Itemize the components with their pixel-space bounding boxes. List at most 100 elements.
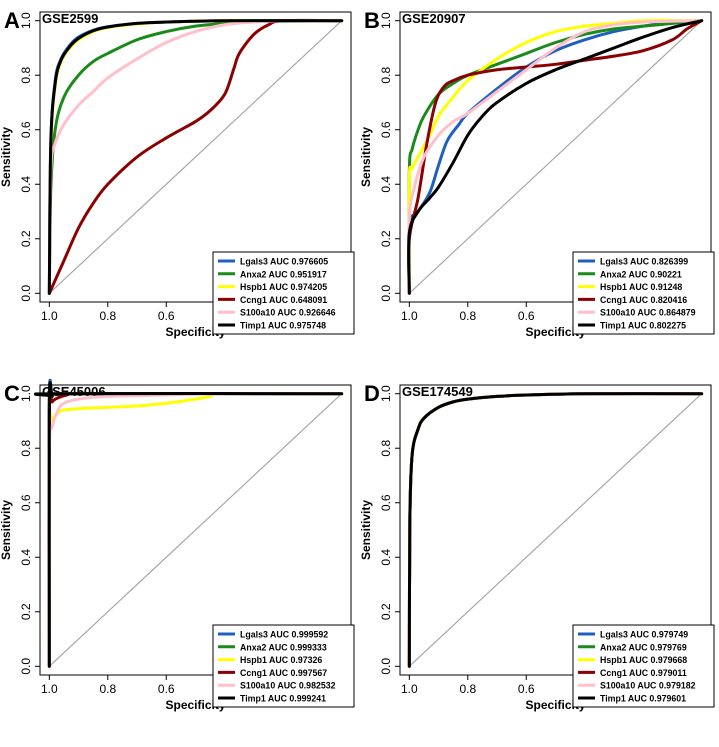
legend-label-hspb1: Hspb1 AUC 0.97326 bbox=[240, 655, 322, 665]
legend-label-lgals3: Lgals3 AUC 0.976605 bbox=[240, 257, 328, 267]
legend-label-timp1: Timp1 AUC 0.802275 bbox=[600, 321, 686, 331]
legend-label-ccng1: Ccng1 AUC 0.997567 bbox=[240, 668, 327, 678]
legend-label-timp1: Timp1 AUC 0.999241 bbox=[240, 694, 326, 704]
roc-curve-s100a10 bbox=[47, 19, 344, 295]
x-tick-label: 0.6 bbox=[158, 682, 175, 696]
roc-curve-timp1 bbox=[34, 381, 344, 668]
y-axis-label: Sensitivity bbox=[359, 127, 373, 187]
plot-frame bbox=[399, 384, 712, 676]
y-tick-label: 0.2 bbox=[19, 603, 33, 620]
legend-label-lgals3: Lgals3 AUC 0.999592 bbox=[240, 630, 328, 640]
y-tick-label: 0.0 bbox=[379, 285, 393, 302]
roc-curve-ccng1 bbox=[47, 18, 344, 295]
roc-curve-s100a10 bbox=[407, 19, 704, 295]
y-tick-label: 0.6 bbox=[379, 494, 393, 511]
x-tick-label: 0.8 bbox=[459, 682, 476, 696]
x-tick-label: 0.8 bbox=[459, 309, 476, 323]
x-tick-label: 1.0 bbox=[401, 682, 418, 696]
y-tick-label: 1.0 bbox=[379, 385, 393, 402]
roc-curve-anxa2 bbox=[36, 380, 344, 668]
y-tick-label: 0.4 bbox=[19, 176, 33, 193]
y-tick-label: 0.6 bbox=[19, 121, 33, 138]
legend-label-anxa2: Anxa2 AUC 0.90221 bbox=[600, 269, 682, 279]
x-axis-label: Specificity bbox=[525, 325, 585, 339]
y-axis-label: Sensitivity bbox=[359, 500, 373, 560]
reference-diagonal bbox=[48, 20, 343, 294]
legend-label-lgals3: Lgals3 AUC 0.979749 bbox=[600, 630, 688, 640]
x-tick-label: 0.8 bbox=[99, 309, 116, 323]
panel-title: GSE2599 bbox=[42, 11, 98, 26]
x-tick-label: 1.0 bbox=[41, 682, 58, 696]
panel-letter: C bbox=[4, 381, 20, 406]
legend-label-ccng1: Ccng1 AUC 0.820416 bbox=[600, 295, 687, 305]
panel-letter: D bbox=[364, 381, 380, 406]
y-tick-label: 0.8 bbox=[379, 440, 393, 457]
y-tick-label: 0.4 bbox=[19, 549, 33, 566]
legend: Lgals3 AUC 0.999592 Anxa2 AUC 0.999333 Hsp… bbox=[212, 624, 355, 708]
legend-label-timp1: Timp1 AUC 0.979601 bbox=[600, 694, 686, 704]
y-tick-label: 0.8 bbox=[19, 67, 33, 84]
roc-curve-timp1 bbox=[407, 392, 704, 668]
legend-label-ccng1: Ccng1 AUC 0.979011 bbox=[600, 668, 687, 678]
y-axis-label: Sensitivity bbox=[0, 500, 13, 560]
legend-label-anxa2: Anxa2 AUC 0.999333 bbox=[240, 642, 327, 652]
roc-panel-d: DGSE1745491.00.80.60.40.20.00.00.20.40.6… bbox=[359, 381, 715, 712]
y-tick-label: 0.2 bbox=[379, 603, 393, 620]
legend: Lgals3 AUC 0.976605 Anxa2 AUC 0.951917 Hsp… bbox=[212, 251, 355, 335]
legend-label-timp1: Timp1 AUC 0.975748 bbox=[240, 321, 326, 331]
legend: Lgals3 AUC 0.826399 Anxa2 AUC 0.90221 Hspb… bbox=[572, 251, 715, 335]
roc-panel-b: BGSE209071.00.80.60.40.20.00.00.20.40.60… bbox=[359, 8, 715, 339]
y-tick-label: 0.4 bbox=[379, 176, 393, 193]
y-tick-label: 0.4 bbox=[379, 549, 393, 566]
y-tick-label: 1.0 bbox=[19, 385, 33, 402]
legend-label-hspb1: Hspb1 AUC 0.91248 bbox=[600, 282, 682, 292]
panel-title: GSE174549 bbox=[402, 384, 473, 399]
plot-frame bbox=[39, 11, 352, 303]
y-tick-label: 0.8 bbox=[19, 440, 33, 457]
legend-label-hspb1: Hspb1 AUC 0.979668 bbox=[600, 655, 687, 665]
legend-box bbox=[212, 624, 355, 708]
legend-label-s100a10: S100a10 AUC 0.979182 bbox=[600, 681, 696, 691]
plot-frame bbox=[39, 384, 352, 676]
y-tick-label: 0.6 bbox=[379, 121, 393, 138]
roc-curve-hspb1 bbox=[407, 19, 704, 295]
y-tick-label: 0.6 bbox=[19, 494, 33, 511]
legend-label-lgals3: Lgals3 AUC 0.826399 bbox=[600, 257, 688, 267]
panel-letter: B bbox=[364, 8, 380, 33]
x-tick-label: 1.0 bbox=[41, 309, 58, 323]
legend-box bbox=[212, 251, 355, 335]
x-tick-label: 0.6 bbox=[518, 682, 535, 696]
y-tick-label: 0.0 bbox=[19, 658, 33, 675]
y-tick-label: 0.0 bbox=[19, 285, 33, 302]
y-tick-label: 1.0 bbox=[379, 12, 393, 29]
legend-box bbox=[572, 624, 715, 708]
roc-curve-timp1 bbox=[407, 19, 704, 295]
x-tick-label: 1.0 bbox=[401, 309, 418, 323]
x-tick-label: 0.6 bbox=[518, 309, 535, 323]
x-axis-label: Specificity bbox=[165, 325, 225, 339]
legend-label-hspb1: Hspb1 AUC 0.974205 bbox=[240, 282, 327, 292]
legend-label-ccng1: Ccng1 AUC 0.648091 bbox=[240, 295, 327, 305]
panel-title: GSE20907 bbox=[402, 11, 466, 26]
legend: Lgals3 AUC 0.979749 Anxa2 AUC 0.979769 Hsp… bbox=[572, 624, 715, 708]
y-tick-label: 0.0 bbox=[379, 658, 393, 675]
legend-label-s100a10: S100a10 AUC 0.864879 bbox=[600, 308, 696, 318]
reference-diagonal bbox=[408, 20, 703, 294]
y-tick-label: 0.2 bbox=[19, 230, 33, 247]
roc-curve-lgals3 bbox=[34, 378, 344, 668]
y-axis-label: Sensitivity bbox=[0, 127, 13, 187]
legend-label-s100a10: S100a10 AUC 0.926646 bbox=[240, 308, 336, 318]
x-tick-label: 0.8 bbox=[99, 682, 116, 696]
reference-diagonal bbox=[48, 393, 343, 667]
legend-box bbox=[572, 251, 715, 335]
y-tick-label: 0.8 bbox=[379, 67, 393, 84]
x-axis-label: Specificity bbox=[165, 698, 225, 712]
y-tick-label: 0.2 bbox=[379, 230, 393, 247]
legend-label-anxa2: Anxa2 AUC 0.979769 bbox=[600, 642, 687, 652]
reference-diagonal bbox=[408, 393, 703, 667]
x-tick-label: 0.6 bbox=[158, 309, 175, 323]
roc-panel-c: CGSE450061.00.80.60.40.20.00.00.20.40.60… bbox=[0, 378, 355, 712]
legend-label-s100a10: S100a10 AUC 0.982532 bbox=[240, 681, 336, 691]
y-tick-label: 1.0 bbox=[19, 12, 33, 29]
